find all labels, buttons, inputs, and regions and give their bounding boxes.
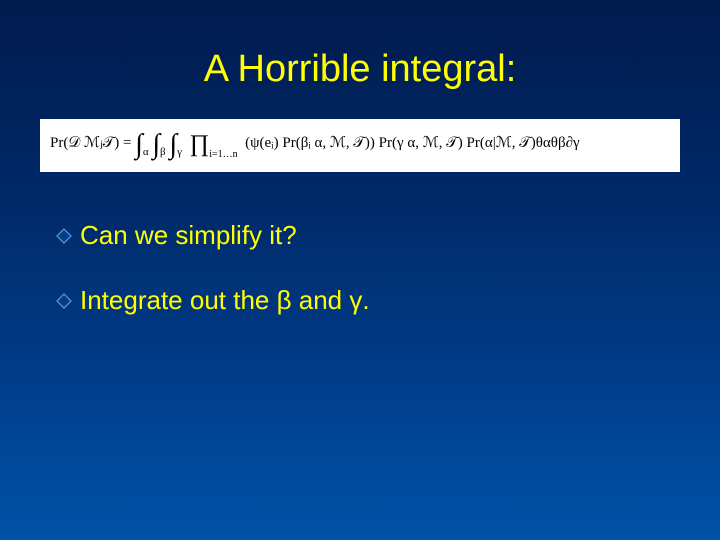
bullet-text: Can we simplify it? (80, 220, 297, 251)
integral-3-sub: γ (177, 146, 182, 158)
integral-3: ∫ (169, 134, 177, 156)
list-item: Can we simplify it? (56, 220, 720, 251)
integral-1: ∫ (135, 134, 143, 156)
integral-1-sub: α (143, 146, 149, 158)
bullet-text: Integrate out the β and γ. (80, 285, 370, 316)
product-subscript: i=1…n (209, 149, 237, 160)
diamond-bullet-icon (56, 293, 72, 309)
integral-2-sub: β (160, 146, 166, 158)
formula-box: Pr(𝒟 ℳⱼ𝒯) = ∫α ∫β ∫γ ∏i=1…n (ψ(eᵢ) Pr(βᵢ… (40, 119, 680, 172)
integral-2: ∫ (152, 134, 160, 156)
product-symbol: ∏ (189, 131, 209, 158)
bullet-list: Can we simplify it? Integrate out the β … (0, 212, 720, 316)
formula-lhs: Pr(𝒟 ℳⱼ𝒯) = (50, 135, 131, 151)
formula-body: (ψ(eᵢ) Pr(βᵢ α, ℳ, 𝒯)) Pr(γ α, ℳ, 𝒯) Pr(… (245, 135, 580, 151)
list-item: Integrate out the β and γ. (56, 285, 720, 316)
diamond-bullet-icon (56, 228, 72, 244)
slide-title: A Horrible integral: (0, 0, 720, 119)
